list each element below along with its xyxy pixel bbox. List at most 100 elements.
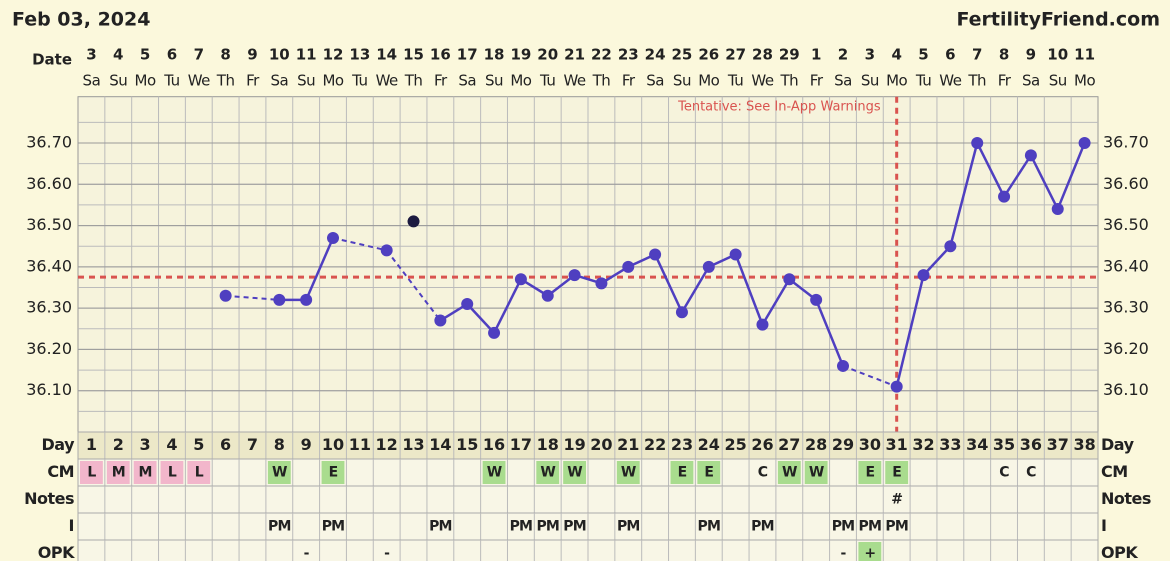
cell-text: E bbox=[329, 465, 338, 481]
cell-text: C bbox=[1026, 465, 1036, 481]
cell-text: M bbox=[112, 465, 125, 481]
cell-text: W bbox=[487, 465, 502, 481]
temp-segment bbox=[814, 299, 845, 367]
weekday-label: Sa bbox=[646, 72, 664, 90]
weekday-label: Tu bbox=[351, 72, 367, 90]
temp-point bbox=[461, 298, 474, 311]
cell-text: PM bbox=[322, 519, 345, 535]
day-number: 24 bbox=[698, 435, 720, 454]
date-label: 9 bbox=[1026, 46, 1036, 64]
cell-text: E bbox=[704, 465, 713, 481]
y-tick-label: 36.70 bbox=[26, 132, 72, 151]
row-label: CM bbox=[47, 462, 74, 481]
temp-point bbox=[407, 215, 420, 228]
y-tick-label-right: 36.30 bbox=[1103, 298, 1149, 317]
y-tick-label: 36.40 bbox=[26, 256, 72, 275]
temp-segment bbox=[653, 253, 684, 313]
y-tick-label-right: 36.60 bbox=[1103, 174, 1149, 193]
temp-point bbox=[1051, 203, 1064, 216]
weekday-label: Th bbox=[592, 72, 611, 90]
temp-segment bbox=[1003, 154, 1032, 198]
temp-segment bbox=[895, 274, 925, 387]
weekday-label: Mo bbox=[698, 72, 719, 90]
y-tick-label-right: 36.50 bbox=[1103, 215, 1149, 234]
weekday-label: Tu bbox=[727, 72, 743, 90]
date-label: 12 bbox=[323, 46, 344, 64]
day-number: 7 bbox=[247, 435, 258, 454]
date-label: 4 bbox=[891, 46, 901, 64]
weekday-label: Mo bbox=[886, 72, 907, 90]
temp-segment bbox=[492, 278, 523, 334]
temp-point bbox=[917, 269, 930, 282]
cell-highlight bbox=[536, 461, 560, 484]
day-number: 10 bbox=[322, 435, 344, 454]
date-label: 6 bbox=[167, 46, 177, 64]
date-label: 15 bbox=[403, 46, 424, 64]
y-tick-label: 36.20 bbox=[26, 339, 72, 358]
day-number: 31 bbox=[886, 435, 908, 454]
day-number: 14 bbox=[429, 435, 451, 454]
cell-text: L bbox=[195, 465, 204, 481]
cell-text: PM bbox=[617, 519, 640, 535]
weekday-label: Tu bbox=[539, 72, 555, 90]
weekday-label: Fr bbox=[434, 72, 448, 90]
cell-highlight bbox=[616, 461, 640, 484]
cell-text: C bbox=[758, 465, 768, 481]
cell-text: E bbox=[678, 465, 687, 481]
date-label: 22 bbox=[591, 46, 612, 64]
day-number: 34 bbox=[966, 435, 988, 454]
date-label: 13 bbox=[349, 46, 370, 64]
day-number: 6 bbox=[220, 435, 231, 454]
temp-point bbox=[783, 273, 796, 286]
cell-text: + bbox=[864, 546, 875, 561]
day-number: 12 bbox=[376, 435, 398, 454]
cell-highlight bbox=[133, 461, 157, 484]
temp-point bbox=[568, 269, 581, 282]
cell-text: - bbox=[304, 546, 310, 561]
cell-text: # bbox=[891, 492, 902, 508]
cell-highlight bbox=[697, 461, 721, 484]
temp-point bbox=[998, 190, 1011, 203]
date-label: 26 bbox=[698, 46, 719, 64]
temp-point bbox=[810, 293, 823, 306]
day-number: 37 bbox=[1047, 435, 1069, 454]
date-label: 3 bbox=[86, 46, 96, 64]
cell-highlight bbox=[563, 461, 586, 484]
temp-point bbox=[541, 289, 554, 302]
day-number: 35 bbox=[993, 435, 1015, 454]
date-label: 7 bbox=[972, 46, 982, 64]
row-label: Notes bbox=[24, 489, 74, 508]
cell-text: C bbox=[999, 465, 1009, 481]
weekday-label: Su bbox=[861, 72, 879, 90]
weekday-label: Tu bbox=[163, 72, 179, 90]
temp-segment bbox=[734, 254, 764, 326]
date-label: 25 bbox=[672, 46, 693, 64]
weekday-label: Fr bbox=[622, 72, 636, 90]
row-label-right: Day bbox=[1101, 435, 1135, 454]
temp-segment bbox=[1056, 142, 1086, 210]
y-tick-label: 36.30 bbox=[26, 298, 72, 317]
temp-point bbox=[514, 273, 527, 286]
weekday-label: Sa bbox=[458, 72, 476, 90]
temp-point bbox=[649, 248, 662, 261]
row-label: OPK bbox=[38, 543, 75, 561]
weekday-label: We bbox=[939, 72, 961, 90]
temp-point bbox=[434, 314, 447, 327]
temp-segment bbox=[1029, 154, 1059, 210]
y-tick-label-right: 36.10 bbox=[1103, 380, 1149, 399]
weekday-label: Th bbox=[779, 72, 798, 90]
day-number: 22 bbox=[644, 435, 666, 454]
cell-highlight bbox=[885, 461, 909, 484]
y-tick-label-right: 36.40 bbox=[1103, 256, 1149, 275]
cell-text: M bbox=[139, 465, 152, 481]
temp-point bbox=[595, 277, 608, 290]
day-number: 29 bbox=[832, 435, 854, 454]
y-tick-label-right: 36.20 bbox=[1103, 339, 1149, 358]
day-number: 30 bbox=[859, 435, 881, 454]
day-number: 28 bbox=[805, 435, 827, 454]
row-label-right: I bbox=[1101, 516, 1106, 535]
date-label: 5 bbox=[918, 46, 928, 64]
weekday-label: Su bbox=[297, 72, 315, 90]
temp-point bbox=[1078, 136, 1091, 149]
